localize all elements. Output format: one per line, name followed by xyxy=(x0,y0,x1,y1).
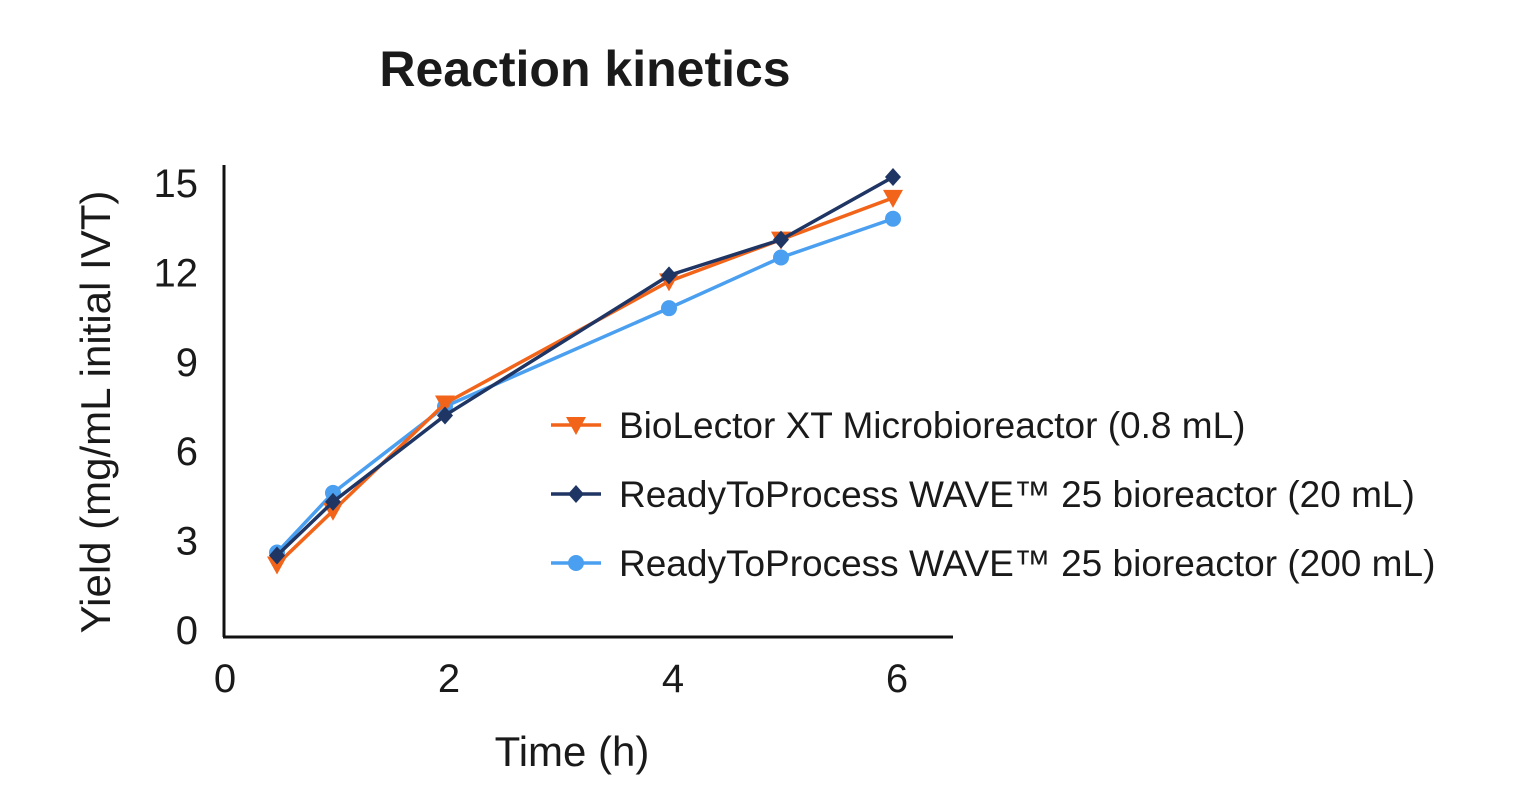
diamond-marker xyxy=(661,266,677,285)
y-tick-label: 3 xyxy=(176,520,198,564)
circle-marker xyxy=(773,249,789,266)
circle-marker xyxy=(661,300,677,317)
triangle-marker xyxy=(566,417,586,435)
chart-title: Reaction kinetics xyxy=(379,41,790,97)
triangle-marker xyxy=(267,556,287,575)
y-tick-label: 9 xyxy=(176,341,198,385)
legend-entry: ReadyToProcess WAVE™ 25 bioreactor (200 … xyxy=(551,543,1435,584)
y-tick-label: 6 xyxy=(176,430,198,474)
diamond-marker xyxy=(437,406,453,425)
triangle-marker xyxy=(435,395,455,414)
series-line xyxy=(275,175,894,557)
diamond-marker xyxy=(568,485,584,503)
diamond-marker xyxy=(773,230,789,249)
diamond-marker xyxy=(325,492,341,511)
legend-label: ReadyToProcess WAVE™ 25 bioreactor (200 … xyxy=(619,543,1435,584)
x-axis-label: Time (h) xyxy=(495,728,650,775)
legend-entry: ReadyToProcess WAVE™ 25 bioreactor (20 m… xyxy=(551,474,1415,515)
x-tick-label: 2 xyxy=(438,657,460,701)
legend-label: ReadyToProcess WAVE™ 25 bioreactor (20 m… xyxy=(619,474,1415,515)
y-tick-label: 12 xyxy=(154,251,199,295)
series-2 xyxy=(269,168,901,565)
y-axis-label: Yield (mg/mL initial IVT) xyxy=(72,191,119,634)
circle-marker xyxy=(568,555,584,571)
x-tick-label: 6 xyxy=(886,657,908,701)
circle-marker xyxy=(885,210,901,227)
series-line xyxy=(275,196,894,566)
diamond-marker xyxy=(885,168,901,187)
x-tick-label: 0 xyxy=(214,657,236,701)
diamond-marker xyxy=(269,546,285,565)
legend-label: BioLector XT Microbioreactor (0.8 mL) xyxy=(619,405,1246,446)
triangle-marker xyxy=(883,189,903,208)
y-tick-label: 15 xyxy=(154,162,199,206)
x-tick-label: 4 xyxy=(662,657,684,701)
y-tick-label: 0 xyxy=(176,609,198,653)
legend-entry: BioLector XT Microbioreactor (0.8 mL) xyxy=(551,405,1246,446)
